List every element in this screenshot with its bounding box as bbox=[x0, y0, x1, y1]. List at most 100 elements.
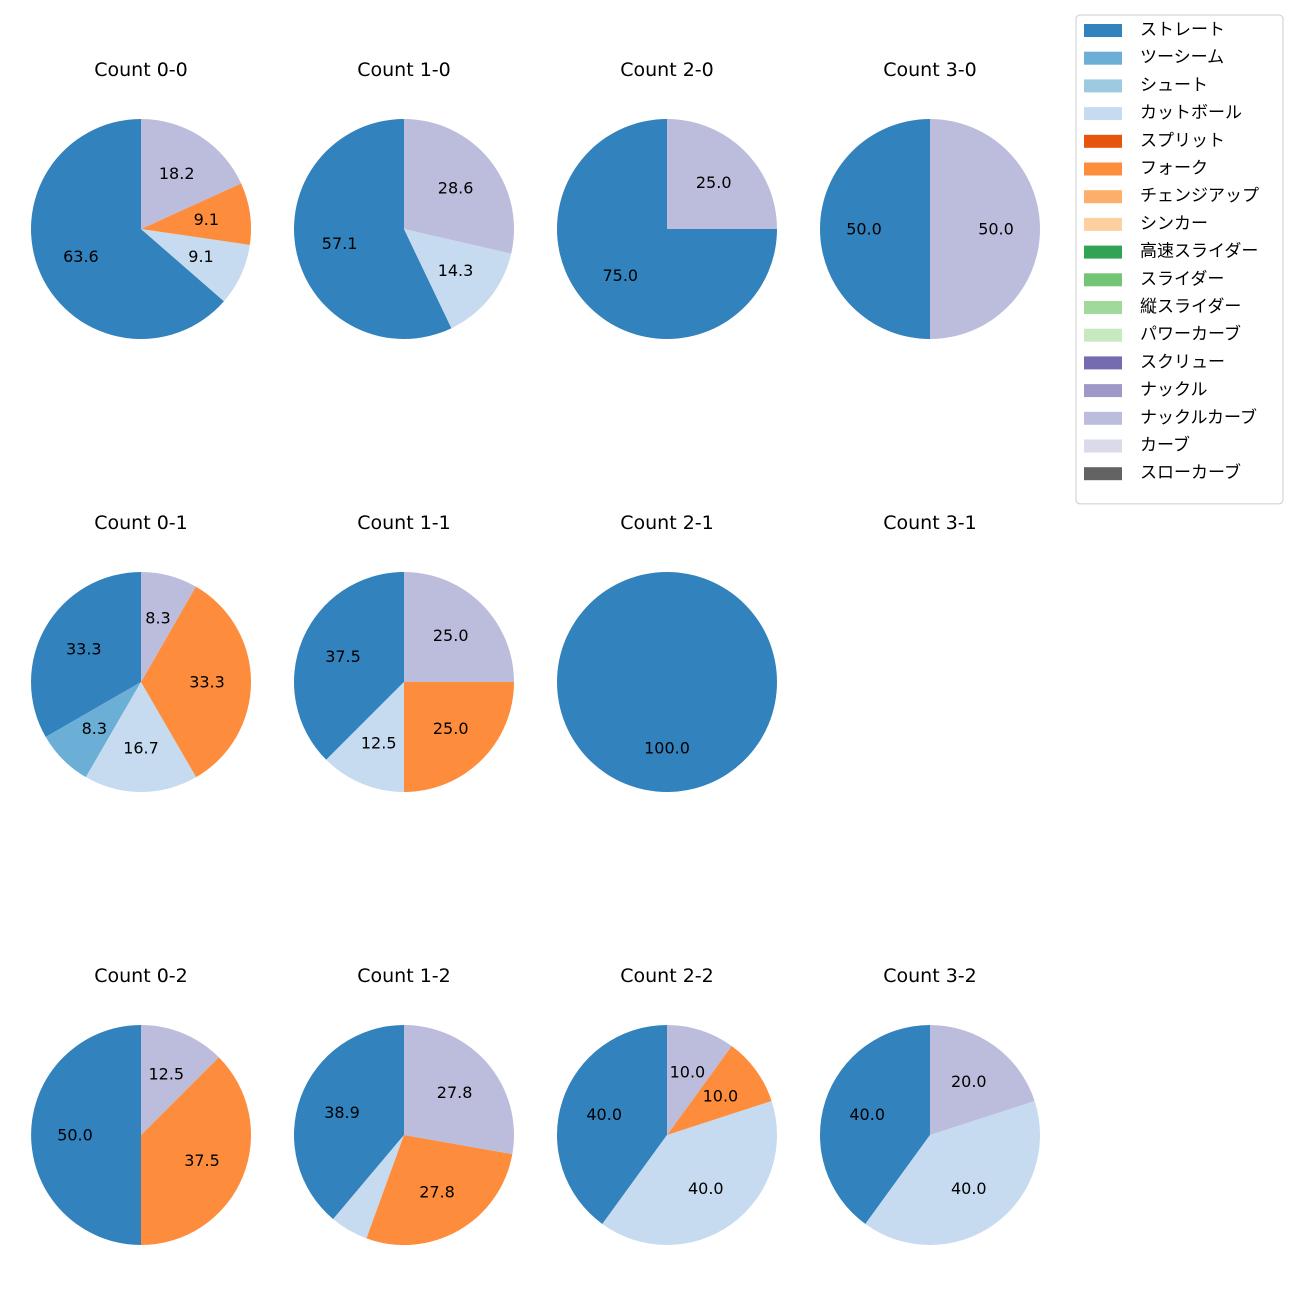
legend-item: 高速スライダー bbox=[1084, 242, 1258, 262]
pie-slice bbox=[30, 118, 224, 339]
pie-slice bbox=[820, 119, 930, 339]
legend-swatch bbox=[1084, 24, 1122, 37]
legend-label: ナックル bbox=[1140, 380, 1208, 400]
legend-item: チェンジアップ bbox=[1084, 186, 1259, 206]
pie-slice bbox=[865, 1101, 1041, 1246]
pie-7: Count 2-1 100.0 bbox=[557, 512, 777, 792]
legend-swatch bbox=[1084, 190, 1122, 204]
legend-swatch bbox=[1084, 51, 1122, 65]
pie-value-label: 40.0 bbox=[688, 1179, 724, 1198]
pie-slice bbox=[141, 1057, 251, 1245]
legend-label: ナックルカーブ bbox=[1140, 407, 1257, 428]
legend-label: シンカー bbox=[1140, 214, 1208, 234]
pie-title: Count 2-1 bbox=[620, 512, 714, 534]
pie-slice bbox=[141, 1025, 219, 1135]
legend-label: カットボール bbox=[1140, 103, 1242, 123]
pie-3: Count 2-0 75.0 25.0 bbox=[557, 59, 777, 339]
legend-swatch bbox=[1084, 301, 1122, 314]
legend-label: スライダー bbox=[1140, 269, 1224, 289]
legend-swatch bbox=[1084, 411, 1122, 425]
pie-title: Count 2-0 bbox=[620, 59, 714, 81]
legend-swatch bbox=[1084, 79, 1122, 93]
pie-value-label: 27.8 bbox=[437, 1083, 473, 1102]
legend-item: ナックル bbox=[1084, 380, 1208, 400]
pie-slice bbox=[45, 682, 141, 778]
legend-swatch bbox=[1084, 328, 1122, 342]
legend-item: スライダー bbox=[1084, 269, 1224, 289]
pie-title: Count 3-0 bbox=[883, 59, 977, 81]
legend-swatch bbox=[1084, 245, 1122, 259]
pie-slice bbox=[667, 119, 777, 229]
pie-value-label: 50.0 bbox=[846, 220, 882, 239]
pie-value-label: 50.0 bbox=[57, 1126, 93, 1145]
pie-slice bbox=[404, 118, 515, 254]
legend-swatch bbox=[1084, 384, 1122, 398]
pie-value-label: 37.5 bbox=[184, 1151, 220, 1170]
pie-value-label: 12.5 bbox=[361, 734, 397, 753]
pie-value-label: 100.0 bbox=[644, 739, 690, 758]
legend-swatch bbox=[1084, 356, 1122, 370]
pie-slice bbox=[667, 1025, 732, 1135]
legend-item: ナックルカーブ bbox=[1084, 407, 1257, 428]
pie-slice bbox=[141, 119, 242, 229]
pie-value-label: 20.0 bbox=[951, 1072, 987, 1091]
legend-item: カットボール bbox=[1084, 103, 1242, 123]
pie-slice bbox=[404, 572, 514, 682]
pie-slice bbox=[294, 572, 404, 760]
pie-value-label: 33.3 bbox=[189, 672, 225, 691]
pie-12: Count 3-2 40.0 40.0 20.0 bbox=[819, 965, 1041, 1246]
pie-value-label: 27.8 bbox=[419, 1183, 455, 1202]
legend-item: スクリュー bbox=[1084, 352, 1225, 372]
pie-slice bbox=[85, 682, 197, 793]
pie-slice bbox=[819, 1025, 930, 1224]
pie-value-label: 25.0 bbox=[433, 626, 469, 645]
pie-slice bbox=[667, 1046, 772, 1135]
legend-swatch bbox=[1084, 107, 1122, 121]
legend-swatch bbox=[1084, 467, 1122, 481]
legend-swatch bbox=[1084, 134, 1122, 148]
legend-label: 縦スライダー bbox=[1140, 297, 1241, 317]
pie-slice bbox=[556, 1025, 667, 1224]
pie-slice bbox=[31, 1025, 141, 1245]
pie-value-label: 18.2 bbox=[159, 164, 195, 183]
legend-item: ストレート bbox=[1084, 20, 1225, 40]
legend-item: ツーシーム bbox=[1084, 48, 1224, 68]
pie-slice bbox=[366, 1135, 513, 1245]
pie-value-label: 57.1 bbox=[322, 234, 358, 253]
legend-item: パワーカーブ bbox=[1084, 324, 1241, 345]
pie-slice bbox=[31, 572, 141, 737]
pie-6: Count 1-1 37.5 12.5 25.0 25.0 bbox=[294, 512, 514, 792]
pie-title: Count 1-1 bbox=[357, 512, 451, 534]
legend-swatch bbox=[1084, 162, 1122, 176]
pie-value-label: 9.1 bbox=[194, 210, 219, 229]
legend-item: スローカーブ bbox=[1084, 462, 1241, 483]
pie-slice bbox=[930, 119, 1040, 339]
legend-swatch bbox=[1084, 273, 1122, 287]
pie-value-label: 63.6 bbox=[63, 247, 99, 266]
pie-value-label: 25.0 bbox=[433, 719, 469, 738]
pie-value-label: 8.3 bbox=[82, 719, 107, 738]
pie-title: Count 0-0 bbox=[94, 59, 188, 81]
pie-slice bbox=[557, 572, 777, 792]
legend-item: 縦スライダー bbox=[1084, 297, 1241, 317]
legend-swatch bbox=[1084, 217, 1122, 231]
pie-slice bbox=[404, 682, 514, 792]
legend-label: ストレート bbox=[1140, 20, 1225, 40]
pie-value-label: 33.3 bbox=[66, 640, 102, 659]
pie-slice bbox=[930, 1025, 1035, 1135]
pie-value-label: 28.6 bbox=[438, 178, 474, 197]
legend-label: カーブ bbox=[1140, 435, 1190, 456]
legend-label: フォーク bbox=[1140, 159, 1208, 179]
legend-label: スクリュー bbox=[1140, 352, 1225, 372]
pie-9: Count 0-2 50.0 37.5 12.5 bbox=[31, 965, 251, 1245]
legend: ストレートツーシームシュートカットボールスプリットフォークチェンジアップシンカー… bbox=[1075, 14, 1284, 505]
legend-item: スプリット bbox=[1084, 131, 1225, 151]
pie-value-label: 10.0 bbox=[670, 1063, 706, 1082]
pie-value-label: 40.0 bbox=[849, 1105, 885, 1124]
pie-value-label: 16.7 bbox=[123, 739, 159, 758]
legend-label: 高速スライダー bbox=[1140, 242, 1258, 262]
pie-value-label: 37.5 bbox=[325, 647, 361, 666]
pie-title: Count 1-0 bbox=[357, 59, 451, 81]
legend-item: カーブ bbox=[1084, 435, 1190, 456]
